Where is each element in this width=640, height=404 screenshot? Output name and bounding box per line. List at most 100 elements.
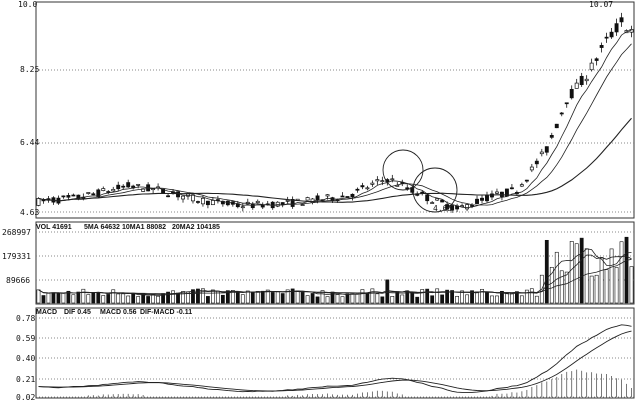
candle-body	[355, 188, 360, 191]
volume-bar	[435, 288, 440, 304]
candle-body	[529, 166, 534, 171]
candle-body	[370, 182, 375, 185]
volume-bar	[619, 241, 624, 304]
macd-tick-label: 0.02	[16, 393, 36, 402]
candle-body	[485, 195, 489, 202]
volume-bar	[71, 294, 76, 304]
volume-bar	[330, 291, 335, 304]
volume-bar	[380, 296, 385, 304]
candle-body	[181, 195, 185, 200]
volume-bar	[36, 289, 41, 304]
volume-bar	[96, 292, 101, 304]
macd-tick-label: 0.40	[16, 354, 36, 363]
volume-bar	[240, 294, 245, 304]
candle-body	[255, 200, 260, 203]
price-tick-label: 8.25	[20, 65, 40, 74]
volume-bar	[415, 296, 420, 304]
price-tick-label: 6.44	[20, 138, 40, 147]
macd-tick-label: 0.78	[16, 314, 36, 323]
candle-body	[380, 180, 385, 182]
volume-bar	[385, 279, 390, 304]
volume-legend-vol: VOL 41691	[36, 224, 72, 231]
candle-body	[604, 36, 609, 39]
volume-bar	[510, 293, 514, 304]
candle-body	[96, 189, 101, 197]
volume-bar	[136, 296, 141, 304]
volume-bar	[61, 292, 66, 304]
macd-dif-line	[38, 324, 632, 393]
volume-bar	[116, 293, 121, 304]
candle-body	[470, 205, 474, 207]
candle-body	[315, 195, 320, 201]
volume-bar	[629, 266, 634, 304]
volume-bar	[250, 291, 255, 304]
volume-bar	[485, 291, 489, 304]
candle-body	[574, 82, 579, 89]
volume-ma20-line	[38, 258, 632, 295]
candle-body	[554, 123, 559, 129]
candle-body	[539, 151, 544, 155]
candle-body	[475, 198, 479, 204]
volume-bar	[285, 289, 290, 304]
candle-body	[549, 135, 554, 138]
volume-bar	[230, 290, 235, 304]
volume-bar	[176, 292, 180, 304]
volume-bar	[76, 291, 81, 304]
macd-tick-label: 0.59	[16, 334, 36, 343]
volume-bar	[146, 296, 151, 304]
volume-bar	[430, 295, 435, 304]
volume-bar	[529, 288, 534, 304]
volume-bar	[206, 296, 210, 304]
candle-body	[594, 58, 599, 61]
candle-body	[544, 146, 549, 153]
candle-body	[375, 179, 380, 182]
highlight-circle	[412, 167, 458, 213]
candle-body	[61, 195, 66, 198]
candle-body	[280, 202, 285, 205]
volume-bar	[514, 291, 519, 304]
volume-bar	[554, 251, 559, 304]
macd-legend-diff2: DIF-MACD -0.11	[140, 309, 193, 316]
candle-body	[465, 204, 470, 210]
candle-body	[176, 191, 180, 198]
candle-body	[166, 195, 171, 198]
candle-body	[325, 194, 330, 197]
candle-body	[480, 197, 484, 201]
volume-bar	[201, 288, 205, 304]
volume-bar	[126, 295, 131, 304]
candle-body	[460, 205, 465, 207]
volume-bar	[235, 291, 240, 304]
volume-bar	[325, 296, 330, 304]
volume-bar	[275, 291, 280, 304]
candle-body	[340, 195, 345, 198]
candle-body	[116, 184, 121, 190]
macd-legend-name: MACD	[36, 309, 57, 316]
volume-bar	[450, 290, 455, 304]
candle-body	[210, 200, 215, 206]
volume-bar	[500, 290, 504, 304]
volume-bar	[524, 289, 529, 304]
macd-dea-line	[38, 330, 632, 392]
volume-bar	[465, 294, 469, 304]
volume-tick-label: 179331	[2, 252, 31, 261]
candle-body	[425, 194, 430, 202]
candle-body	[589, 62, 594, 71]
volume-bar	[455, 295, 459, 304]
volume-bar	[270, 292, 275, 304]
candle-body	[36, 198, 41, 206]
volume-bar	[106, 294, 111, 304]
volume-bar	[574, 243, 579, 304]
macd-tick-label: 0.21	[16, 375, 36, 384]
volume-bar	[320, 290, 325, 304]
volume-bar	[410, 291, 415, 304]
candle-body	[66, 195, 71, 198]
candle-body	[136, 184, 141, 186]
candle-body	[609, 31, 614, 38]
candle-body	[450, 205, 455, 211]
volume-bar	[420, 289, 425, 304]
price-ma30-line	[38, 117, 632, 203]
price-ma10-line	[38, 43, 632, 206]
volume-bar	[290, 288, 295, 304]
candle-body	[285, 200, 290, 202]
